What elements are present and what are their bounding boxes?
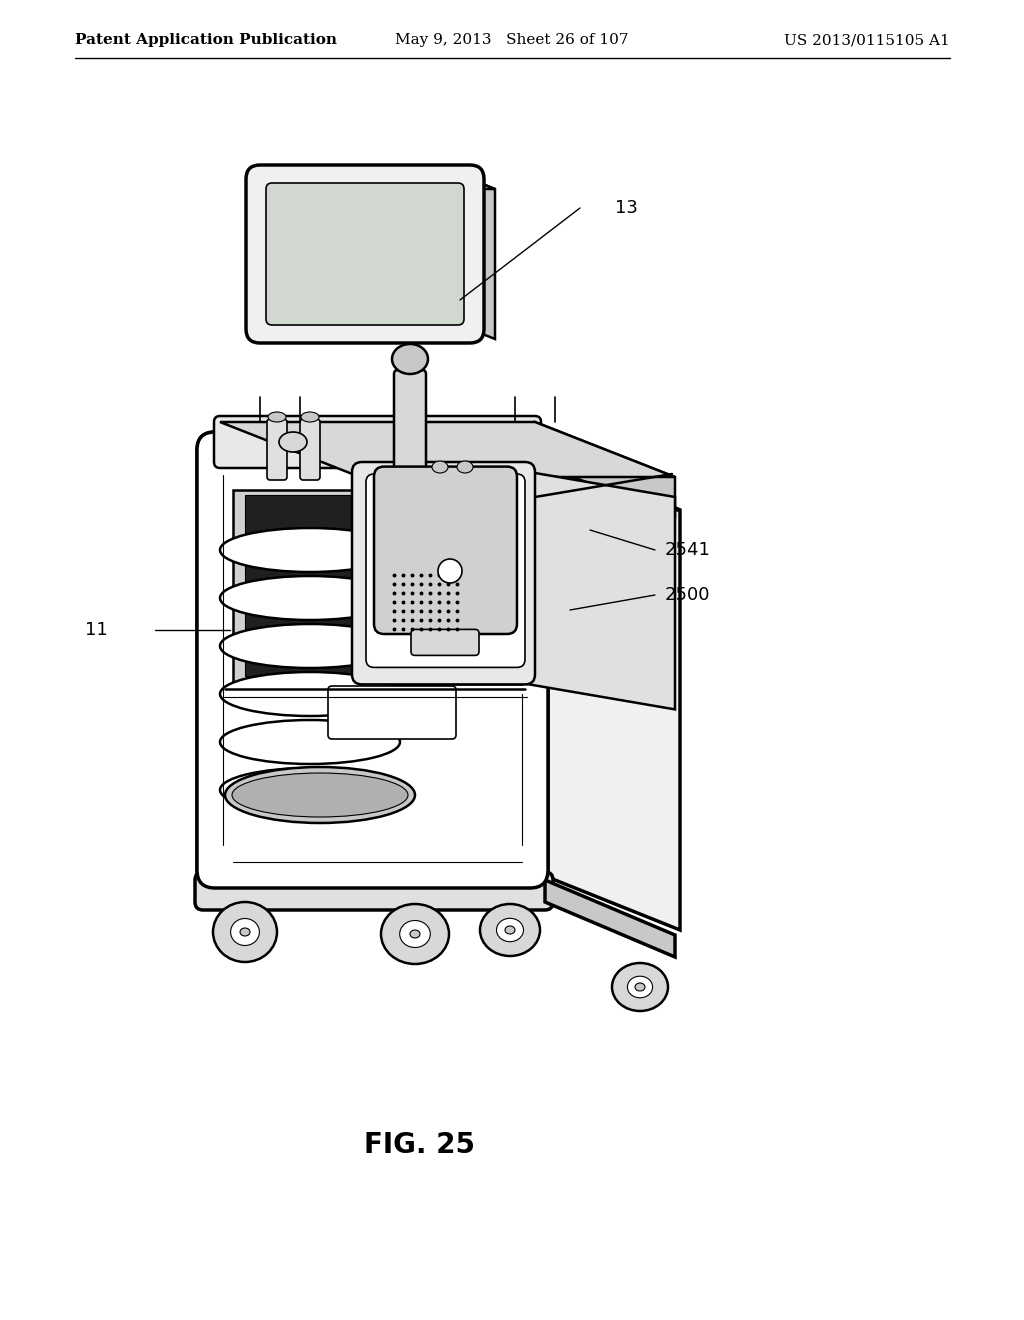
FancyBboxPatch shape xyxy=(328,686,456,739)
Ellipse shape xyxy=(497,919,523,941)
Ellipse shape xyxy=(220,624,400,668)
FancyBboxPatch shape xyxy=(300,418,319,480)
FancyBboxPatch shape xyxy=(195,873,553,909)
Ellipse shape xyxy=(505,927,515,935)
Polygon shape xyxy=(215,450,680,510)
Ellipse shape xyxy=(279,432,307,451)
Polygon shape xyxy=(545,880,675,957)
Text: US 2013/0115105 A1: US 2013/0115105 A1 xyxy=(784,33,950,48)
Text: 11: 11 xyxy=(85,620,108,639)
Polygon shape xyxy=(233,490,522,684)
Ellipse shape xyxy=(410,931,420,939)
Polygon shape xyxy=(260,180,495,189)
FancyBboxPatch shape xyxy=(366,474,525,668)
Ellipse shape xyxy=(240,928,250,936)
Ellipse shape xyxy=(432,461,449,473)
Ellipse shape xyxy=(230,919,259,945)
Ellipse shape xyxy=(232,774,408,817)
FancyBboxPatch shape xyxy=(394,370,426,473)
FancyBboxPatch shape xyxy=(352,462,535,684)
Polygon shape xyxy=(245,495,512,676)
Text: May 9, 2013   Sheet 26 of 107: May 9, 2013 Sheet 26 of 107 xyxy=(395,33,629,48)
Ellipse shape xyxy=(392,345,428,374)
Ellipse shape xyxy=(301,412,319,422)
Ellipse shape xyxy=(220,528,400,572)
FancyBboxPatch shape xyxy=(197,432,548,888)
Polygon shape xyxy=(535,422,675,517)
Ellipse shape xyxy=(438,558,462,583)
Ellipse shape xyxy=(635,983,645,991)
Text: 2541: 2541 xyxy=(665,541,711,558)
Polygon shape xyxy=(220,422,675,477)
FancyBboxPatch shape xyxy=(411,630,479,656)
Ellipse shape xyxy=(220,719,400,764)
Polygon shape xyxy=(470,180,495,339)
FancyBboxPatch shape xyxy=(267,418,287,480)
FancyBboxPatch shape xyxy=(197,432,548,888)
Ellipse shape xyxy=(220,768,400,812)
Ellipse shape xyxy=(268,412,286,422)
FancyBboxPatch shape xyxy=(374,466,517,634)
Ellipse shape xyxy=(612,964,668,1011)
Ellipse shape xyxy=(381,904,449,964)
Polygon shape xyxy=(500,467,675,709)
Text: 13: 13 xyxy=(615,199,638,216)
Ellipse shape xyxy=(220,672,400,715)
Ellipse shape xyxy=(480,904,540,956)
Ellipse shape xyxy=(225,767,415,822)
Ellipse shape xyxy=(220,576,400,620)
Polygon shape xyxy=(530,450,680,931)
Ellipse shape xyxy=(399,920,430,948)
Ellipse shape xyxy=(457,461,473,473)
Text: Patent Application Publication: Patent Application Publication xyxy=(75,33,337,48)
FancyBboxPatch shape xyxy=(214,416,541,469)
Text: FIG. 25: FIG. 25 xyxy=(365,1131,475,1159)
FancyBboxPatch shape xyxy=(246,165,484,343)
Ellipse shape xyxy=(628,977,652,998)
Ellipse shape xyxy=(213,902,278,962)
FancyBboxPatch shape xyxy=(266,183,464,325)
Text: 2500: 2500 xyxy=(665,586,711,605)
